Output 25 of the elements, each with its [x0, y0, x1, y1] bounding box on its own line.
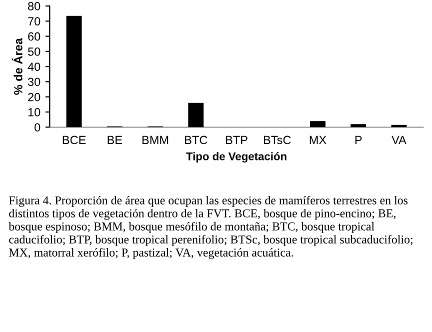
y-tick-label: 30	[28, 78, 40, 86]
x-tick-label: BMM	[142, 136, 168, 144]
bar	[310, 121, 326, 128]
y-tick-label: 40	[28, 62, 40, 71]
x-tick-label: VA	[392, 136, 406, 144]
x-tick-label: BE	[108, 136, 122, 144]
bar	[350, 124, 366, 128]
y-axis-title: % de Área	[12, 38, 22, 95]
x-tick-label: P	[355, 136, 362, 144]
x-axis-title: Tipo de Vegetación	[186, 152, 286, 163]
y-tick-label: 10	[28, 108, 40, 116]
y-tick-label: 0	[34, 123, 40, 132]
x-tick-label: MX	[310, 136, 326, 144]
y-tick-label: 70	[28, 17, 40, 26]
y-tick-label: 50	[28, 47, 40, 56]
x-tick-label: BCE	[62, 136, 86, 144]
x-tick-label: BTP	[226, 136, 248, 144]
y-tick-label: 20	[28, 92, 40, 102]
bar	[188, 102, 204, 128]
y-tick-label: 60	[28, 32, 40, 41]
x-tick-label: BTsC	[264, 136, 291, 144]
y-tick-label: 80	[28, 2, 40, 10]
text: Figura 4. Proporción de área que ocupan las especies de mamíferos terrestres en los distintos tipos de vegetación dentro de la FVT. BCE, bosque de pino-encino; BE, bosque espinoso; BMM, bosque mesófilo de montaña; BTC, bosque tropical caducifolio; BTP, bosque tropical perenifolio; BTSc, bosque tropical subcaducifolio; MX, matorral xerófilo; P, pastizal; VA, vegetación acuática.	[8, 196, 412, 260]
x-tick-label: BTC	[185, 136, 208, 144]
bar	[66, 16, 82, 128]
